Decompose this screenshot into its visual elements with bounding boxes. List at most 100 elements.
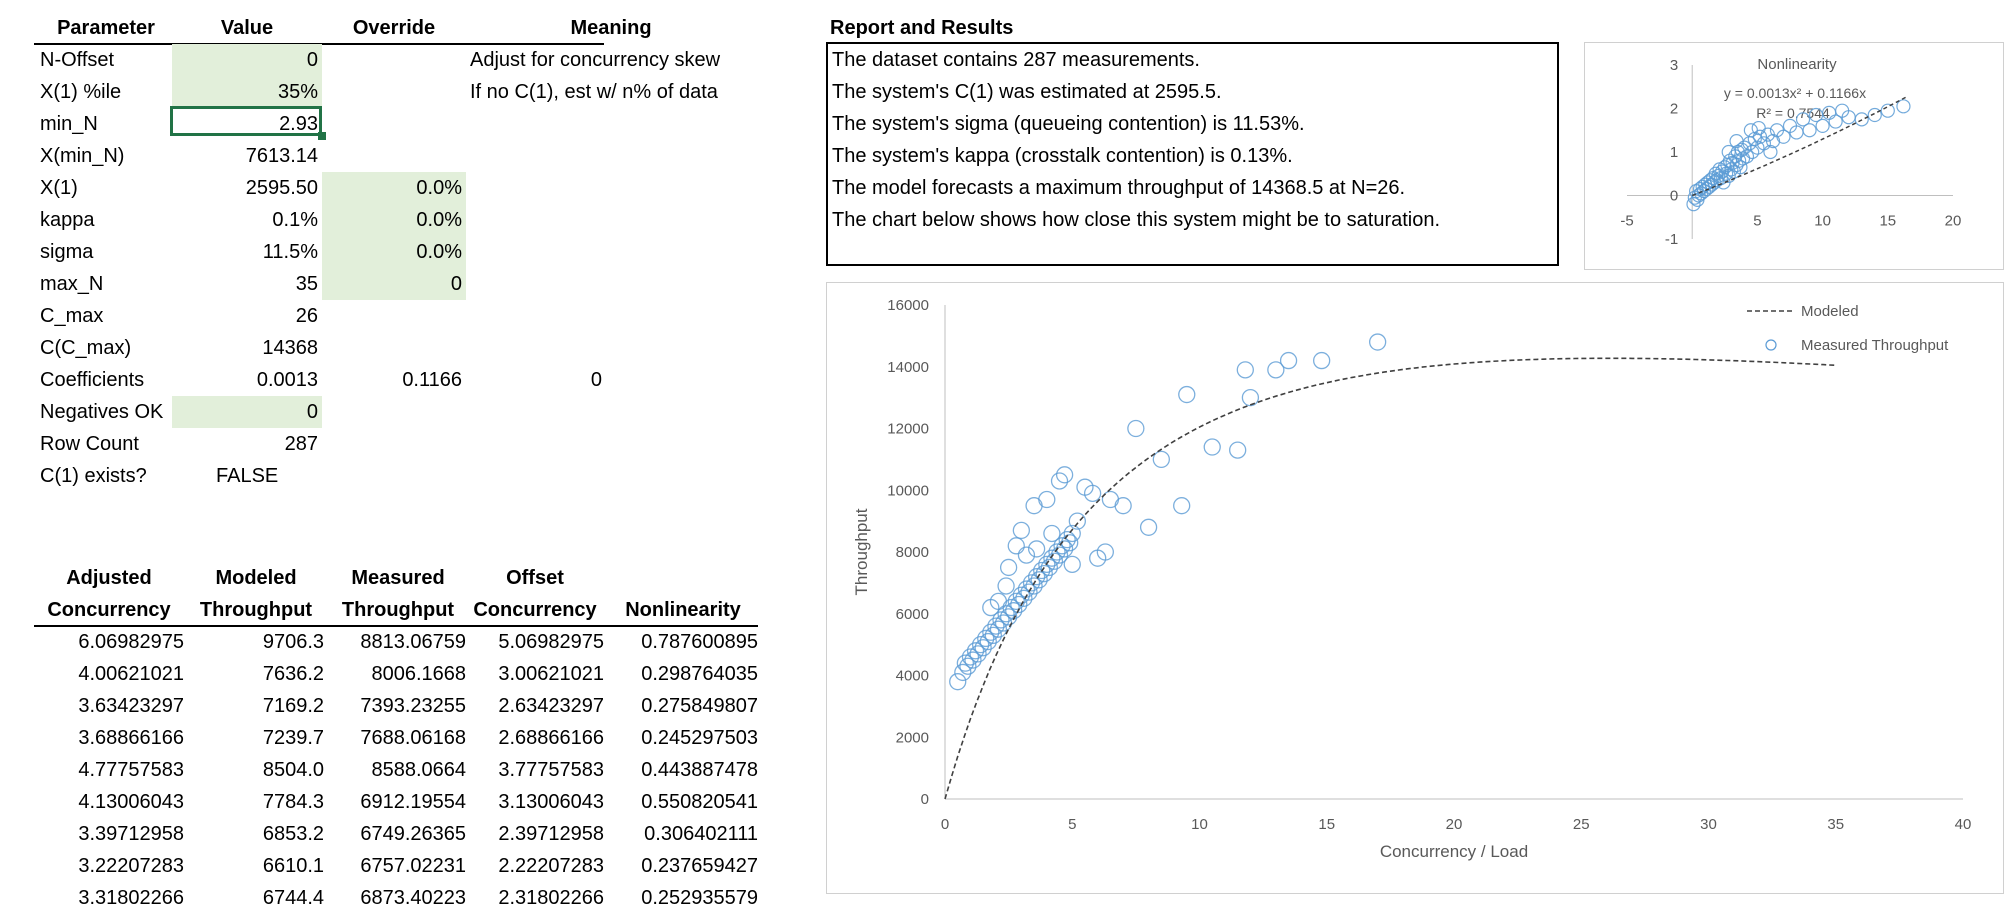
param-value[interactable]: 0 xyxy=(172,44,322,76)
data-header-bottom-0[interactable]: Concurrency xyxy=(47,599,171,621)
param-name[interactable]: kappa xyxy=(40,209,95,231)
data-header-top-0[interactable]: Adjusted xyxy=(66,567,152,589)
data-header-top-2[interactable]: Measured xyxy=(351,567,445,589)
param-name[interactable]: N-Offset xyxy=(40,49,115,71)
param-name[interactable]: C(C_max) xyxy=(40,337,132,359)
active-cell-selection[interactable] xyxy=(170,106,322,136)
param-header-1[interactable]: Value xyxy=(220,17,274,39)
fill-handle[interactable] xyxy=(318,132,326,140)
param-value[interactable]: FALSE xyxy=(216,465,279,487)
param-name[interactable]: C_max xyxy=(40,305,104,327)
data-cell[interactable]: 6912.19554 xyxy=(360,791,466,813)
param-value[interactable]: 11.5% xyxy=(262,241,318,263)
data-header-top-1[interactable]: Modeled xyxy=(215,567,297,589)
data-cell[interactable]: 0.245297503 xyxy=(641,727,758,749)
data-cell[interactable]: 0.237659427 xyxy=(641,855,758,877)
data-cell[interactable]: 2.63423297 xyxy=(498,695,604,717)
param-value[interactable]: 0.1% xyxy=(272,209,318,231)
param-header-0[interactable]: Parameter xyxy=(57,17,155,39)
data-cell[interactable]: 2.31802266 xyxy=(498,887,604,909)
data-cell[interactable]: 9706.3 xyxy=(262,631,324,653)
param-value[interactable]: 0 xyxy=(172,396,322,428)
param-override[interactable]: 0.0% xyxy=(322,236,466,268)
param-name[interactable]: X(1) xyxy=(40,177,78,199)
param-header-3[interactable]: Meaning xyxy=(570,17,652,39)
data-point xyxy=(1724,162,1739,177)
data-cell[interactable]: 6749.26365 xyxy=(360,823,466,845)
data-header-top-3[interactable]: Offset xyxy=(506,567,564,589)
throughput-chart[interactable]: 0 5 10 15 20 25 30 35 40 0 2000 4000 6000 8000 10000 12… xyxy=(826,282,2004,894)
data-cell[interactable]: 7169.2 xyxy=(262,695,324,717)
param-coefficient-c[interactable]: 0 xyxy=(590,369,602,391)
param-override[interactable]: 0.0% xyxy=(322,204,466,236)
data-cell[interactable]: 0.298764035 xyxy=(641,663,758,685)
param-value[interactable]: 287 xyxy=(284,433,318,455)
data-cell[interactable]: 3.39712958 xyxy=(78,823,184,845)
data-header-bottom-2[interactable]: Throughput xyxy=(341,599,455,621)
param-value[interactable]: 14368 xyxy=(262,337,318,359)
data-cell[interactable]: 0.306402111 xyxy=(644,823,758,845)
data-cell[interactable]: 2.39712958 xyxy=(498,823,604,845)
param-override[interactable]: 0.1166 xyxy=(402,369,462,391)
data-cell[interactable]: 3.22207283 xyxy=(78,855,184,877)
data-cell[interactable]: 7688.06168 xyxy=(360,727,466,749)
data-cell[interactable]: 6744.4 xyxy=(262,887,324,909)
data-cell[interactable]: 5.06982975 xyxy=(498,631,604,653)
data-cell[interactable]: 3.77757583 xyxy=(498,759,604,781)
param-value[interactable]: 0.0013 xyxy=(256,369,318,391)
data-cell[interactable]: 4.00621021 xyxy=(78,663,184,685)
data-cell[interactable]: 0.252935579 xyxy=(641,887,758,909)
param-name[interactable]: Coefficients xyxy=(40,369,145,391)
data-cell[interactable]: 8006.1668 xyxy=(371,663,466,685)
data-cell[interactable]: 3.13006043 xyxy=(498,791,604,813)
data-cell[interactable]: 6853.2 xyxy=(262,823,324,845)
param-name[interactable]: Negatives OK xyxy=(40,401,164,423)
param-name[interactable]: X(min_N) xyxy=(40,145,125,167)
data-cell[interactable]: 0.550820541 xyxy=(641,791,758,813)
param-name[interactable]: max_N xyxy=(40,273,104,295)
param-header-2[interactable]: Override xyxy=(352,17,436,39)
data-cell[interactable]: 4.77757583 xyxy=(78,759,184,781)
data-cell[interactable]: 7784.3 xyxy=(262,791,324,813)
param-override[interactable]: 0.0% xyxy=(322,172,466,204)
data-cell[interactable]: 3.68866166 xyxy=(78,727,184,749)
param-value[interactable]: 2.93 xyxy=(279,113,318,135)
param-meaning[interactable]: Adjust for concurrency skew xyxy=(470,49,721,71)
data-cell[interactable]: 7636.2 xyxy=(262,663,324,685)
data-cell[interactable]: 6757.02231 xyxy=(360,855,466,877)
data-cell[interactable]: 6.06982975 xyxy=(78,631,184,653)
data-cell[interactable]: 0.275849807 xyxy=(641,695,758,717)
param-name[interactable]: C(1) exists? xyxy=(40,465,147,487)
data-header-bottom-1[interactable]: Throughput xyxy=(199,599,313,621)
param-name[interactable]: Row Count xyxy=(40,433,139,455)
data-header-bottom-4[interactable]: Nonlinearity xyxy=(625,599,741,621)
param-value[interactable]: 26 xyxy=(295,305,318,327)
data-cell[interactable]: 2.22207283 xyxy=(498,855,604,877)
data-cell[interactable]: 8504.0 xyxy=(262,759,324,781)
param-name[interactable]: X(1) %ile xyxy=(40,81,122,103)
param-value[interactable]: 7613.14 xyxy=(245,145,318,167)
data-cell[interactable]: 8588.0664 xyxy=(371,759,466,781)
data-cell[interactable]: 2.68866166 xyxy=(498,727,604,749)
param-value[interactable]: 35 xyxy=(295,273,318,295)
param-override[interactable]: 0 xyxy=(322,268,466,300)
param-meaning[interactable]: If no C(1), est w/ n% of data xyxy=(470,81,718,103)
data-cell[interactable]: 0.443887478 xyxy=(641,759,758,781)
data-cell[interactable]: 7393.23255 xyxy=(360,695,466,717)
data-cell[interactable]: 4.13006043 xyxy=(78,791,184,813)
data-cell[interactable]: 3.63423297 xyxy=(78,695,184,717)
data-cell[interactable]: 8813.06759 xyxy=(360,631,466,653)
data-cell[interactable]: 6610.1 xyxy=(262,855,324,877)
param-value[interactable]: 35% xyxy=(172,76,322,108)
data-cell[interactable]: 3.00621021 xyxy=(498,663,604,685)
param-name[interactable]: sigma xyxy=(40,241,94,263)
nonlinearity-chart[interactable]: -5 5 10 15 20 -1 0 1 2 3 Nonlinearity y = 0.0013x² … xyxy=(1584,42,2004,270)
param-value[interactable]: 2595.50 xyxy=(245,177,318,199)
x-tick-label: 25 xyxy=(1573,816,1590,833)
data-cell[interactable]: 7239.7 xyxy=(262,727,324,749)
data-cell[interactable]: 6873.40223 xyxy=(360,887,466,909)
data-cell[interactable]: 3.31802266 xyxy=(78,887,184,909)
data-header-bottom-3[interactable]: Concurrency xyxy=(473,599,597,621)
data-cell[interactable]: 0.787600895 xyxy=(641,631,758,653)
param-name[interactable]: min_N xyxy=(40,113,98,135)
